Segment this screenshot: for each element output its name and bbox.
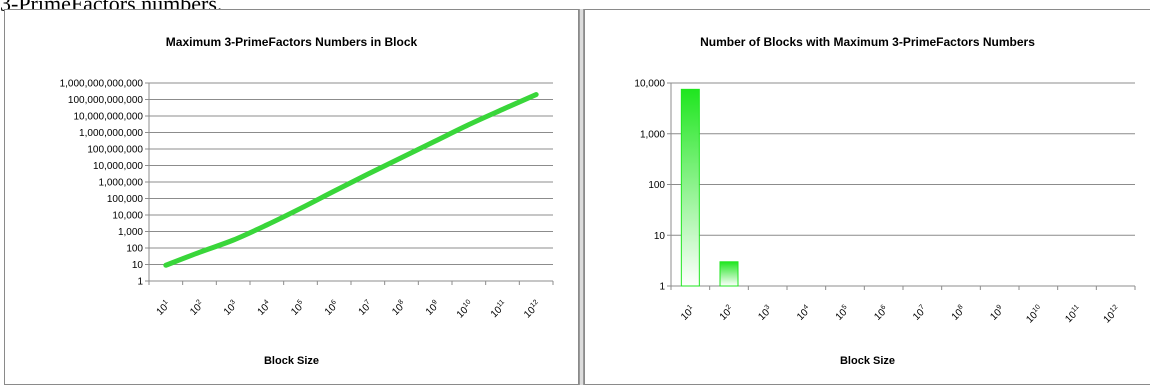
x-tick-label: 107 — [356, 299, 375, 318]
y-tick-label: 10,000,000 — [93, 161, 143, 172]
y-tick-label: 10 — [132, 260, 144, 271]
x-tick-label: 101 — [678, 304, 697, 323]
x-axis-title: Block Size — [585, 355, 1150, 367]
y-tick-label: 1,000 — [640, 129, 665, 140]
x-tick-label: 1012 — [1101, 304, 1123, 326]
x-tick-label: 102 — [717, 304, 736, 323]
x-tick-label: 104 — [255, 299, 274, 318]
y-tick-label: 100,000 — [107, 194, 144, 205]
y-tick-label: 10 — [654, 231, 666, 242]
y-tick-label: 100 — [126, 244, 143, 255]
x-tick-label: 107 — [910, 304, 929, 323]
chart-panel-right: Number of Blocks with Maximum 3-PrimeFac… — [584, 9, 1150, 385]
x-tick-label: 104 — [794, 304, 813, 323]
y-tick-label: 1,000,000,000 — [79, 128, 143, 139]
bar-chart: 1 10 100 1,000 10,000 101 102 103 104 105 106 107 10… — [585, 10, 1150, 386]
y-tick-label: 100 — [648, 180, 665, 191]
x-tick-label: 105 — [833, 304, 852, 323]
y-tick-label: 1 — [137, 277, 143, 288]
x-tick-label: 1012 — [521, 299, 543, 321]
x-tick-label: 1010 — [454, 299, 476, 321]
y-tick-label: 100,000,000 — [87, 145, 143, 156]
x-tick-label: 108 — [949, 304, 968, 323]
x-tick-label: 1011 — [1063, 304, 1085, 326]
x-tick-label: 103 — [756, 304, 775, 323]
x-tick-label: 105 — [289, 299, 308, 318]
x-tick-label: 106 — [322, 299, 341, 318]
x-axis-title: Block Size — [5, 355, 578, 367]
x-tick-label: 106 — [872, 304, 891, 323]
line-chart: 1 10 100 1,000 10,000 100,000 1,000,000 10,000,… — [5, 10, 580, 386]
x-tick-label: 102 — [188, 299, 207, 318]
x-tick-label: 101 — [154, 299, 173, 318]
x-tick-label: 108 — [390, 299, 409, 318]
y-tick-label: 1,000 — [118, 227, 143, 238]
y-tick-label: 1,000,000,000,000 — [60, 79, 144, 90]
bar — [681, 89, 699, 286]
chart-panel-left: Maximum 3-PrimeFactors Numbers in Block … — [4, 9, 579, 385]
bar — [720, 262, 738, 286]
x-tick-label: 109 — [988, 304, 1007, 323]
x-tick-label: 103 — [221, 299, 240, 318]
y-tick-label: 10,000,000,000 — [73, 112, 143, 123]
x-tick-label: 1011 — [488, 299, 510, 321]
y-tick-label: 10,000 — [112, 211, 143, 222]
y-tick-label: 10,000 — [634, 79, 665, 90]
y-tick-label: 1,000,000 — [99, 178, 144, 189]
series-line — [166, 95, 536, 266]
y-tick-label: 100,000,000,000 — [68, 95, 144, 106]
x-tick-label: 109 — [423, 299, 442, 318]
y-tick-label: 1 — [659, 282, 665, 293]
x-tick-label: 1010 — [1024, 304, 1046, 326]
